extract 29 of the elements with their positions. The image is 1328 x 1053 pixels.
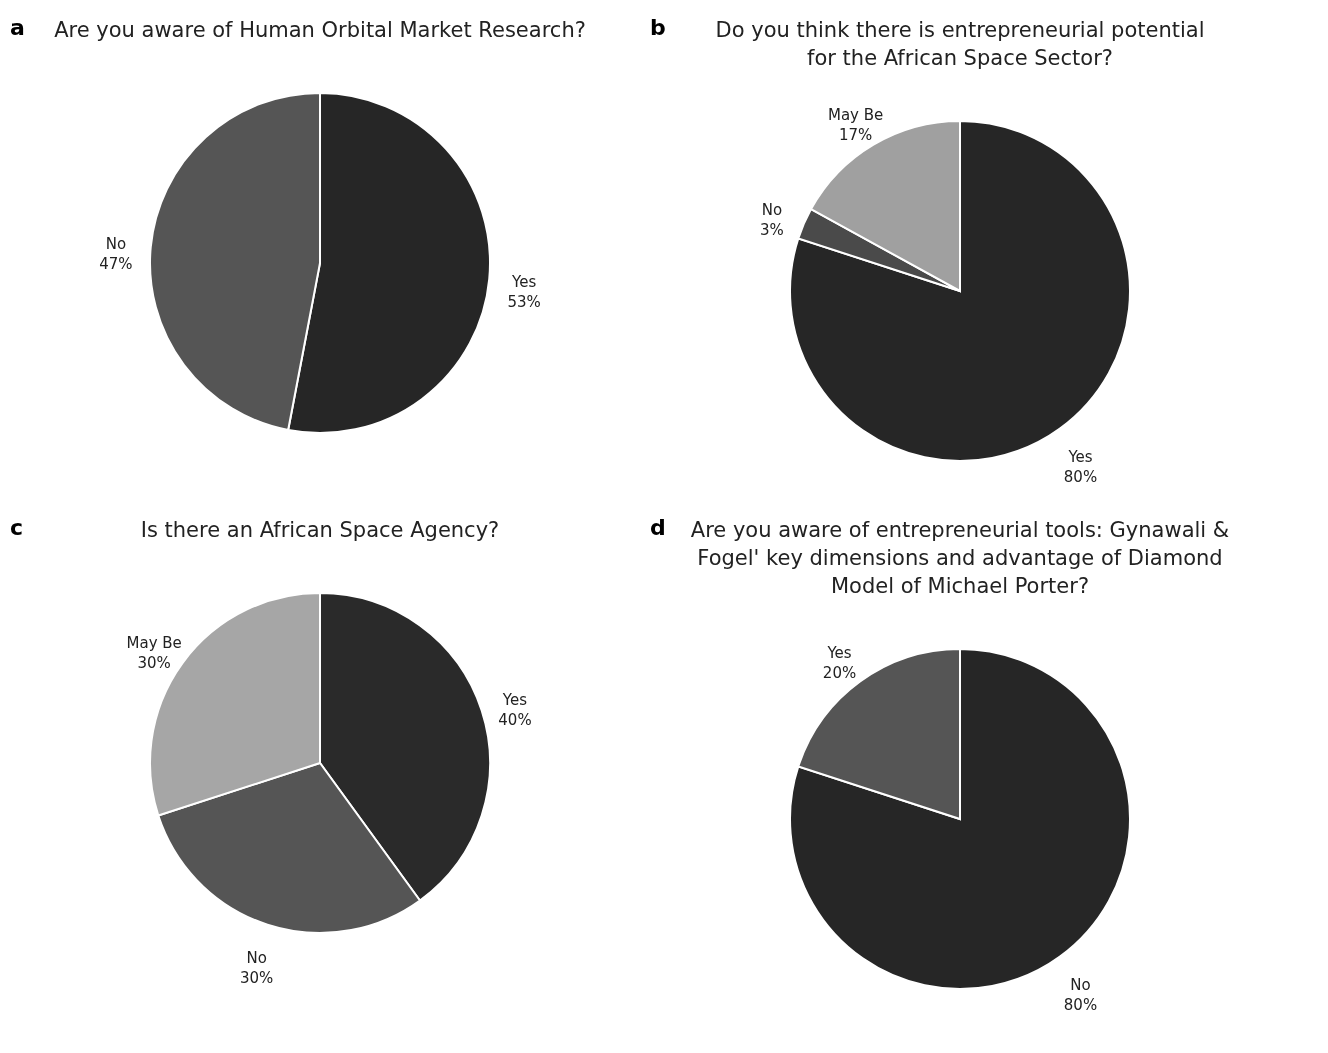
slice-label: Yes bbox=[1067, 447, 1093, 466]
chart-title: Are you aware of entrepreneurial tools: Gynawali & Fogel' key dimensions and advantage of Diamond Model of Michael Porter? bbox=[690, 518, 1230, 598]
slice-label: Yes bbox=[510, 273, 537, 292]
data-label: 53% bbox=[507, 293, 541, 312]
slice-label: No bbox=[761, 200, 783, 219]
slice-label: May Be bbox=[827, 105, 884, 124]
chart-title: Are you aware of Human Orbital Market Research? bbox=[54, 18, 586, 42]
slice-label: No bbox=[105, 234, 127, 253]
text: c bbox=[10, 515, 24, 540]
data-label: 3% bbox=[759, 220, 784, 239]
slice-label: May Be bbox=[126, 633, 182, 652]
slice-label: No bbox=[246, 948, 267, 967]
chart-title: Do you think there is entrepreneurial potential for the African Space Sector? bbox=[715, 18, 1205, 70]
data-label: 17% bbox=[838, 125, 873, 144]
text: d bbox=[650, 515, 666, 540]
text: b bbox=[650, 15, 666, 40]
pie-slice bbox=[789, 648, 1131, 990]
data-label: 40% bbox=[498, 710, 532, 729]
slice-label: Yes bbox=[501, 690, 528, 709]
data-label: 30% bbox=[239, 968, 274, 987]
slice-label: No bbox=[1070, 975, 1091, 994]
data-label: 80% bbox=[1063, 995, 1098, 1014]
slice-label: Yes bbox=[826, 644, 852, 663]
text: a bbox=[10, 15, 25, 40]
data-label: 47% bbox=[99, 254, 133, 273]
chart-title: Is there an African Space Agency? bbox=[140, 518, 500, 542]
data-label: 20% bbox=[822, 664, 857, 683]
data-label: 30% bbox=[137, 653, 171, 672]
data-label: 80% bbox=[1063, 467, 1098, 486]
